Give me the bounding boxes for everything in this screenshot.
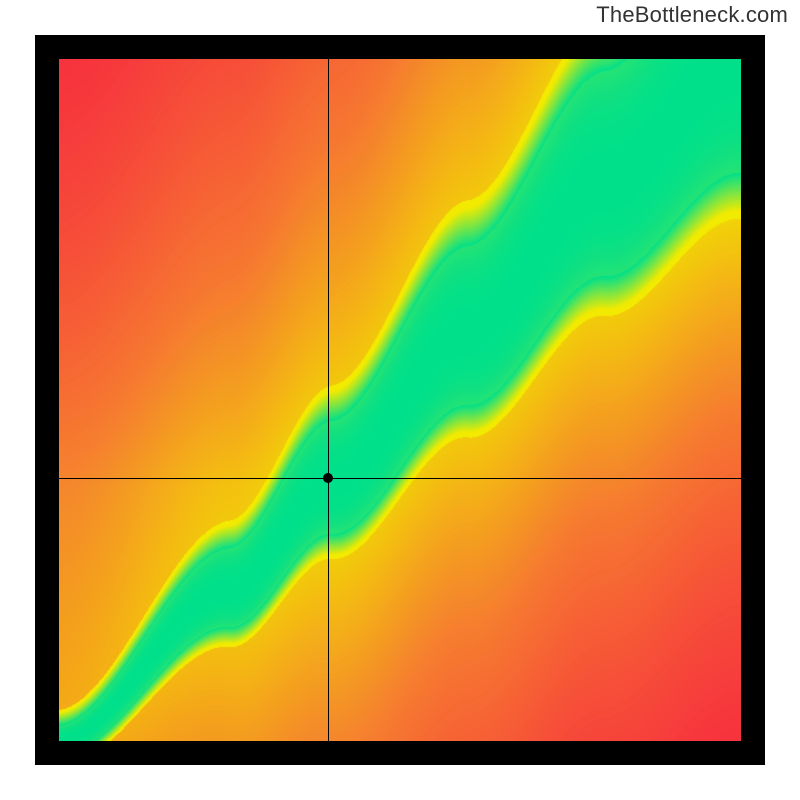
data-point-marker xyxy=(323,473,333,483)
plot-area xyxy=(59,59,741,741)
watermark-text: TheBottleneck.com xyxy=(596,2,788,28)
crosshair-vertical xyxy=(328,59,329,741)
crosshair-horizontal xyxy=(59,478,741,479)
plot-frame xyxy=(35,35,765,765)
chart-container: TheBottleneck.com xyxy=(0,0,800,800)
heatmap-canvas xyxy=(59,59,741,741)
